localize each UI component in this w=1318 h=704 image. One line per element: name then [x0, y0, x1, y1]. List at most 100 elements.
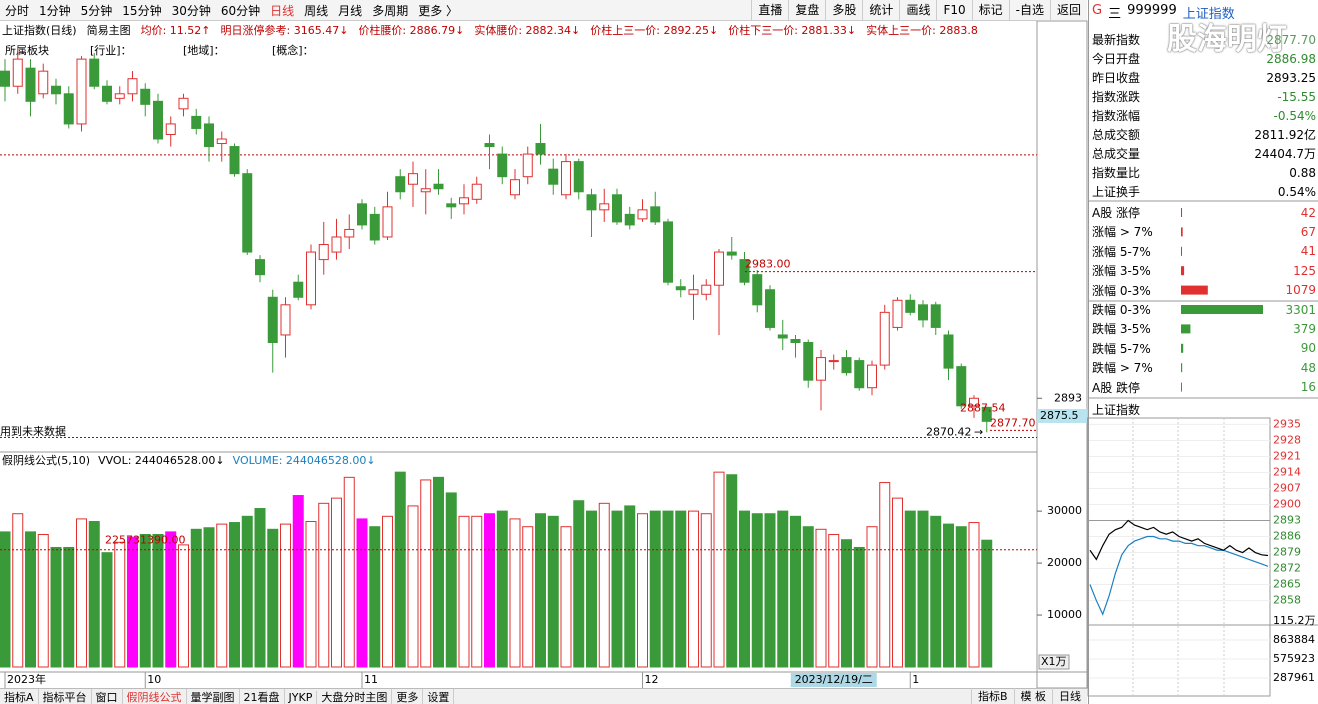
candle-body	[969, 397, 979, 407]
volume-bar	[739, 510, 750, 668]
bottom-tab[interactable]: 21看盘	[240, 689, 285, 704]
quote-label: 总成交额	[1092, 128, 1141, 142]
sector-label: [概念]：	[272, 43, 314, 57]
tool-button[interactable]: 返回	[1049, 0, 1087, 20]
bottom-tab[interactable]: 大盘分时主图	[317, 689, 393, 704]
volume-bar	[76, 518, 87, 668]
candle-body	[153, 100, 163, 140]
period-tab[interactable]: 30分钟	[171, 3, 211, 18]
bottom-tab[interactable]: 假阴线公式	[123, 689, 187, 704]
bottom-tab[interactable]: 指标平台	[39, 689, 92, 704]
breadth-row: A股 跌停 16	[1092, 378, 1316, 397]
mini-tick-label: 2935	[1273, 417, 1301, 430]
breadth-row: 跌幅 0-3% 3301	[1092, 300, 1316, 319]
breadth-row: 跌幅 5-7% 90	[1092, 339, 1316, 358]
volume-unit: X1万	[1041, 655, 1067, 668]
period-tab[interactable]: 1分钟	[39, 3, 71, 18]
volume-bar	[484, 513, 495, 668]
period-tab[interactable]: 周线	[304, 3, 329, 18]
volume-bar	[178, 544, 189, 668]
volume-bar	[802, 526, 814, 668]
quote-label: 总成交量	[1092, 147, 1141, 161]
period-tab[interactable]: 分时	[5, 3, 30, 18]
volume-bar	[63, 546, 75, 668]
tool-button[interactable]: -自选	[1008, 0, 1050, 20]
tool-button[interactable]: 画线	[899, 0, 936, 20]
bottom-right-tab[interactable]: 模 板	[1013, 688, 1053, 704]
candle-body	[726, 251, 737, 256]
candle-body	[242, 173, 253, 253]
candle-body	[344, 228, 355, 238]
volume-bar	[229, 522, 240, 668]
period-tab[interactable]: 日线	[270, 3, 295, 18]
tool-button[interactable]: F10	[936, 0, 971, 20]
candle-body	[650, 206, 661, 223]
tool-button[interactable]: 直播	[751, 0, 788, 20]
candle-body	[612, 194, 622, 223]
volume-bar	[637, 513, 648, 668]
info-item: 上证指数(日线)	[2, 23, 77, 37]
tool-button[interactable]: 标记	[971, 0, 1009, 20]
mini-vol-tick: 575923	[1273, 652, 1315, 665]
tool-button[interactable]: 复盘	[788, 0, 825, 20]
date-label: 12	[645, 673, 659, 686]
mini-tick-label: 2872	[1273, 562, 1301, 575]
candle-body	[739, 259, 750, 283]
volume-bar	[101, 552, 113, 668]
period-tab[interactable]: 5分钟	[80, 3, 113, 18]
quote-row: 总成交量 24404.7万	[1092, 144, 1316, 163]
candle-body	[191, 115, 202, 129]
bottom-tab[interactable]: 量学副图	[187, 689, 240, 704]
unit-bg	[1038, 654, 1070, 670]
candle-body	[981, 406, 992, 422]
volume-bar	[573, 500, 585, 668]
breadth-bar	[1181, 382, 1182, 392]
period-tab[interactable]: 15分钟	[122, 3, 162, 18]
bottom-tab[interactable]: 设置	[423, 689, 455, 704]
volume-bar	[165, 531, 177, 668]
volume-bar	[624, 505, 636, 668]
bottom-tab[interactable]: 更多	[392, 689, 424, 704]
mini-tick-label: 2921	[1273, 449, 1301, 462]
date-label: 2023年	[7, 672, 46, 686]
bottom-right-tab[interactable]: 日线	[1052, 688, 1087, 704]
volume-bar	[471, 515, 483, 668]
period-tab[interactable]: 多周期	[372, 3, 409, 18]
bottom-right-tabs: 指标B 模 板日线	[970, 688, 1087, 704]
period-tab[interactable]: 月线	[338, 3, 363, 18]
breadth-row: 跌幅 > 7% 48	[1092, 358, 1316, 377]
cursor-label: 2875.5	[1040, 409, 1079, 422]
volume-bar	[892, 497, 903, 668]
sector-label: [行业]：	[90, 44, 132, 57]
candle-body	[918, 304, 928, 321]
date-label: 1	[912, 673, 919, 686]
volume-bar	[241, 515, 253, 668]
candle-body	[38, 70, 49, 95]
breadth-bar	[1181, 305, 1263, 314]
candle-body	[561, 161, 571, 196]
quote-header: G 三 999999 上证指数	[1092, 3, 1235, 22]
mini-tick-label: 2928	[1273, 433, 1301, 446]
breadth-bar	[1181, 266, 1185, 276]
watermark: 股海明灯	[1167, 22, 1287, 57]
menu[interactable]: 三	[1108, 7, 1122, 22]
price-line	[1089, 519, 1269, 561]
tool-button[interactable]: 多股	[825, 0, 862, 20]
info-item: 价柱腰价: 2886.79↓	[358, 23, 464, 37]
breadth-count: 41	[1300, 244, 1316, 259]
bottom-tab[interactable]: JYKP	[285, 690, 318, 704]
tool-buttons: 直播 复盘 多股 统计 画线 F10 标记 -自选 返回	[751, 0, 1087, 20]
tool-button[interactable]: 统计	[862, 0, 899, 20]
candle-body	[293, 281, 304, 298]
quote-value: 0.88	[1289, 165, 1316, 180]
period-tab[interactable]: 更多 〉	[418, 3, 459, 18]
bottom-tab[interactable]: 指标A	[0, 689, 39, 704]
candle-body	[446, 203, 457, 208]
bottom-right-tab[interactable]: 指标B	[970, 688, 1014, 704]
bottom-tab[interactable]: 窗口	[92, 689, 123, 704]
period-tab[interactable]: 60分钟	[220, 3, 261, 18]
mark-label: 2983.00	[745, 258, 791, 271]
quote-row: 昨日收盘 2893.25	[1092, 68, 1316, 87]
